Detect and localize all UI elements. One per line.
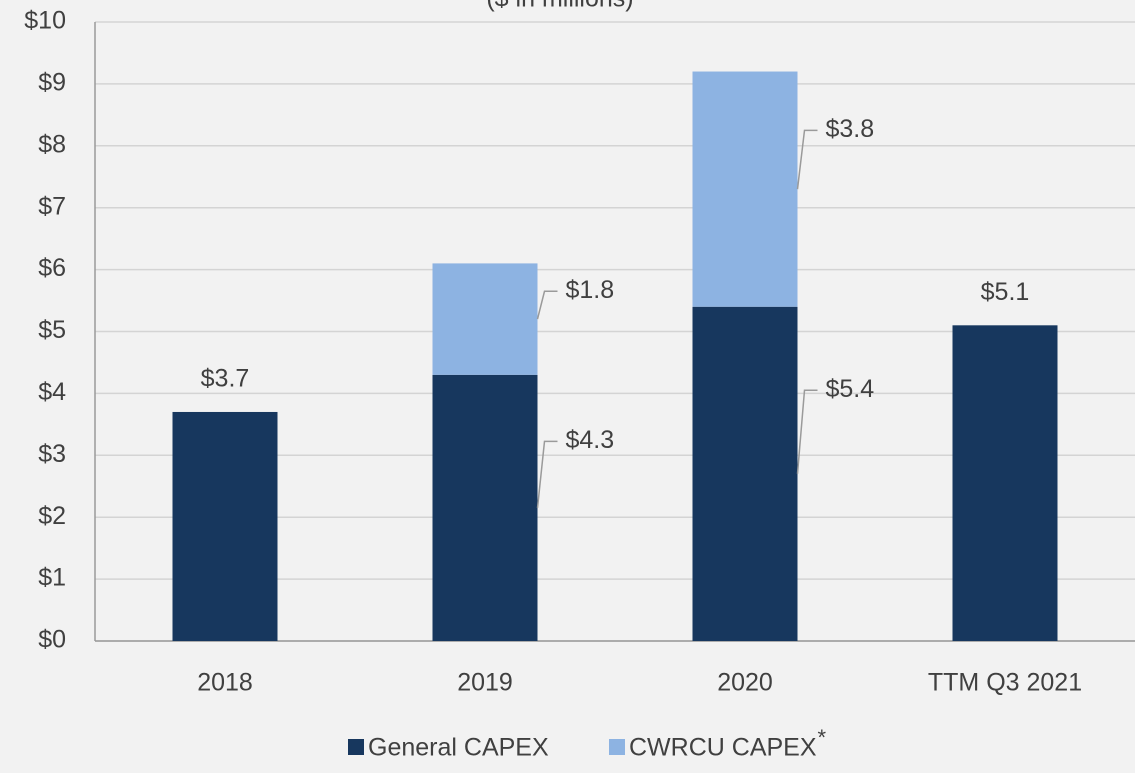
y-tick-label: $1 (38, 564, 66, 592)
y-tick-label: $7 (38, 192, 66, 220)
y-tick-label: $3 (38, 440, 66, 468)
legend-label: General CAPEX (368, 734, 549, 762)
leader-line (536, 290, 558, 320)
legend-swatch (348, 739, 364, 755)
bar (692, 71, 798, 307)
x-tick-label: 2019 (457, 669, 513, 697)
y-tick-label: $10 (24, 7, 66, 35)
data-label: $4.3 (566, 426, 615, 454)
bar (952, 325, 1058, 641)
x-tick-label: 2020 (717, 669, 773, 697)
bar (432, 374, 538, 641)
legend-label: CWRCU CAPEX (629, 734, 817, 762)
y-tick-label: $2 (38, 502, 66, 530)
leader-line (796, 389, 818, 474)
data-label: $5.4 (826, 375, 875, 403)
bar (692, 306, 798, 641)
leader-line (796, 129, 818, 190)
y-tick-label: $0 (38, 626, 66, 654)
leader-line (536, 440, 558, 508)
x-tick-label: 2018 (197, 669, 253, 697)
y-tick-label: $6 (38, 254, 66, 282)
y-tick-label: $5 (38, 316, 66, 344)
data-label: $3.8 (826, 115, 875, 143)
y-tick-label: $8 (38, 130, 66, 158)
data-label: $1.8 (566, 276, 615, 304)
x-tick-label: TTM Q3 2021 (928, 669, 1082, 697)
bar (172, 411, 278, 641)
data-label: $5.1 (981, 278, 1030, 306)
y-tick-label: $9 (38, 69, 66, 97)
data-label: $3.7 (201, 365, 250, 393)
legend-swatch (609, 739, 625, 755)
bar (432, 263, 538, 375)
y-tick-label: $4 (38, 378, 66, 406)
chart-subtitle: ($ in millions) (486, 0, 633, 13)
legend-footnote-mark: * (818, 725, 827, 750)
